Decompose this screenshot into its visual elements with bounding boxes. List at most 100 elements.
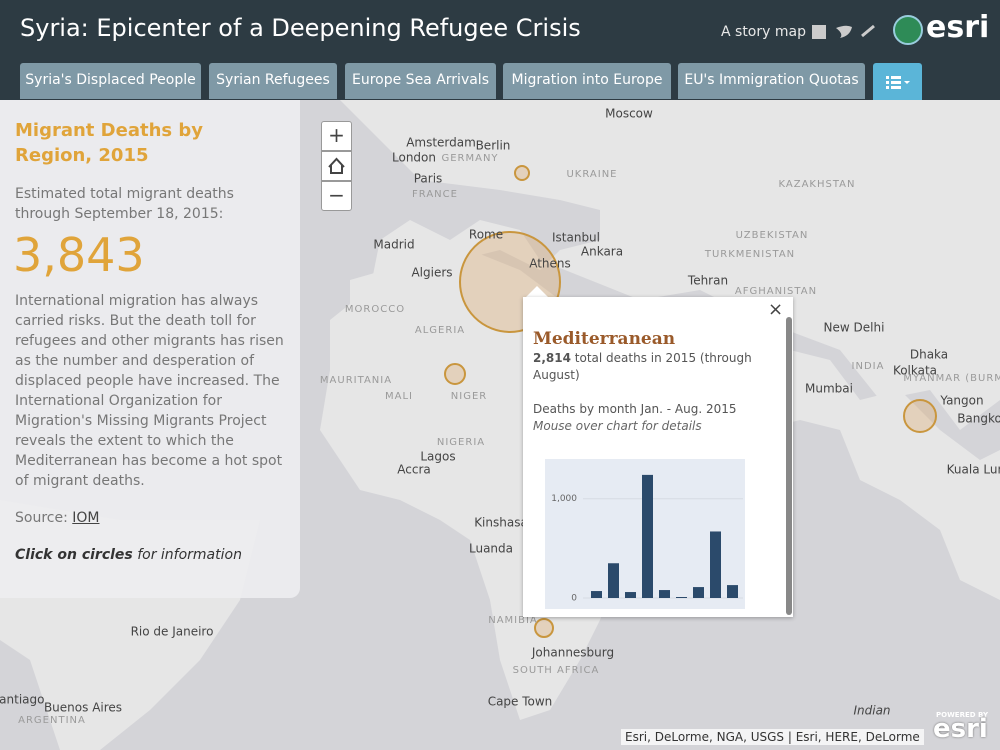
hint-rest: for information xyxy=(137,547,242,563)
link-icon[interactable] xyxy=(861,24,875,38)
map-label: Lagos xyxy=(420,450,455,464)
bar xyxy=(693,587,704,598)
bar xyxy=(642,474,653,598)
chart-hint: Mouse over chart for details xyxy=(533,419,702,433)
share-icons[interactable] xyxy=(810,22,880,42)
side-panel: Migrant Deaths by Region, 2015 Estimated… xyxy=(0,100,300,598)
chart-title: Deaths by month Jan. - Aug. 2015 xyxy=(533,402,737,416)
map-label: Athens xyxy=(529,257,571,271)
popup: × Mediterranean 2,814 total deaths in 20… xyxy=(523,297,793,617)
globe xyxy=(893,15,923,45)
bar xyxy=(676,597,687,598)
map-label: Accra xyxy=(397,463,430,477)
map-label: Kinshasa xyxy=(474,516,528,530)
zoom-out[interactable]: − xyxy=(321,181,352,211)
popup-stat: 2,814 total deaths in 2015 (through Augu… xyxy=(533,350,768,384)
source-link[interactable]: IOM xyxy=(72,510,100,526)
map-label: MOROCCO xyxy=(345,304,405,315)
tab[interactable]: EU's Immigration Quotas xyxy=(678,63,865,99)
total: 3,843 xyxy=(13,228,145,282)
map-label: TURKMENISTAN xyxy=(704,249,795,260)
map-label: Rio de Janeiro xyxy=(131,625,214,639)
circle[interactable] xyxy=(903,399,937,433)
map-label: Berlin xyxy=(476,139,511,153)
brand: esri xyxy=(926,10,990,45)
map-label: MYANMAR (BURMA) xyxy=(903,373,1000,384)
bar xyxy=(727,585,738,598)
zoom-in[interactable]: + xyxy=(321,121,352,151)
hint-bold: Click on circles xyxy=(15,547,133,563)
map-label: Kuala Lumpur xyxy=(947,463,1000,477)
panel-title: Migrant Deaths by Region, 2015 xyxy=(15,120,203,166)
map-label: GERMANY xyxy=(441,153,498,164)
popup-title: Mediterranean xyxy=(533,329,676,349)
map-label: INDIA xyxy=(852,361,885,372)
map-label: Istanbul xyxy=(552,231,600,245)
map-label: ALGERIA xyxy=(415,325,465,336)
map-label: KAZAKHSTAN xyxy=(779,179,856,190)
map-label: UZBEKISTAN xyxy=(736,230,809,241)
map-label: Moscow xyxy=(605,107,653,121)
circle[interactable] xyxy=(444,363,466,385)
map-labels: Moscow Amsterdam Berlin London GERMANY Paris F… xyxy=(0,107,1000,727)
home-button[interactable] xyxy=(321,151,352,181)
source-label: Source: xyxy=(15,510,68,526)
y-tick-label: 1,000 xyxy=(551,494,577,504)
tab[interactable]: Migration into Europe xyxy=(503,63,671,99)
map-label: NIGER xyxy=(451,391,487,402)
bar xyxy=(608,563,619,598)
intro: Estimated total migrant deaths through S… xyxy=(15,186,234,222)
bar xyxy=(591,591,602,598)
close-button[interactable]: × xyxy=(768,299,784,320)
hint: Click on circles for information xyxy=(15,547,242,563)
map-label: Kolkata xyxy=(893,364,937,378)
header: Syria: Epicenter of a Deepening Refugee … xyxy=(0,0,1000,100)
tab[interactable]: Europe Sea Arrivals xyxy=(345,63,496,99)
menu-button[interactable] xyxy=(873,63,922,100)
facebook-icon[interactable] xyxy=(812,25,826,39)
map-label: Bangkok xyxy=(957,412,1000,426)
map-label: MAURITANIA xyxy=(320,375,392,386)
chart: 0 1,000 xyxy=(545,459,745,609)
stat-text: total deaths in 2015 (through August) xyxy=(533,351,752,382)
scrollbar[interactable] xyxy=(786,317,792,615)
powered-by: POWERED BY xyxy=(936,711,989,719)
map-label: Madrid xyxy=(373,238,414,252)
stat: 2,814 xyxy=(533,351,571,365)
bar xyxy=(659,590,670,598)
map-label: Ankara xyxy=(581,245,623,259)
source: Source: IOM xyxy=(15,510,100,526)
map-label: Johannesburg xyxy=(531,646,614,660)
map-label: Rome xyxy=(469,228,503,242)
twitter-icon[interactable] xyxy=(836,25,852,38)
bar xyxy=(625,592,636,598)
attribution: Esri, DeLorme, NGA, USGS | Esri, HERE, D… xyxy=(621,729,924,745)
map-label: Luanda xyxy=(469,542,513,556)
map-label: UKRAINE xyxy=(566,169,617,180)
map-label: Tehran xyxy=(687,274,728,288)
map-label: Santiago xyxy=(0,693,44,707)
tab[interactable]: Syria's Displaced People xyxy=(20,63,201,99)
map-label: Amsterdam xyxy=(406,136,476,150)
tab[interactable]: Syrian Refugees xyxy=(209,63,337,99)
circle[interactable] xyxy=(514,165,530,181)
body: International migration has always carri… xyxy=(15,293,284,489)
map-label: Indian xyxy=(853,704,890,718)
powered-brand: esri xyxy=(933,714,988,744)
popup-pointer xyxy=(525,286,549,298)
title: Syria: Epicenter of a Deepening Refugee … xyxy=(20,14,581,42)
map-label: MALI xyxy=(385,391,413,402)
map-label: NAMIBIA xyxy=(488,615,538,626)
map-label: Cape Town xyxy=(488,695,553,709)
circle[interactable] xyxy=(534,618,554,638)
map-label: Algiers xyxy=(411,266,452,280)
map-label: ARGENTINA xyxy=(18,715,86,726)
map-label: Mumbai xyxy=(805,382,853,396)
map-label: Paris xyxy=(414,172,443,186)
tagline: A story map xyxy=(721,24,806,40)
map-label: Yangon xyxy=(939,394,983,408)
map-label: AFGHANISTAN xyxy=(735,286,817,297)
map-label: Dhaka xyxy=(910,348,948,362)
map-label: London xyxy=(392,151,436,165)
